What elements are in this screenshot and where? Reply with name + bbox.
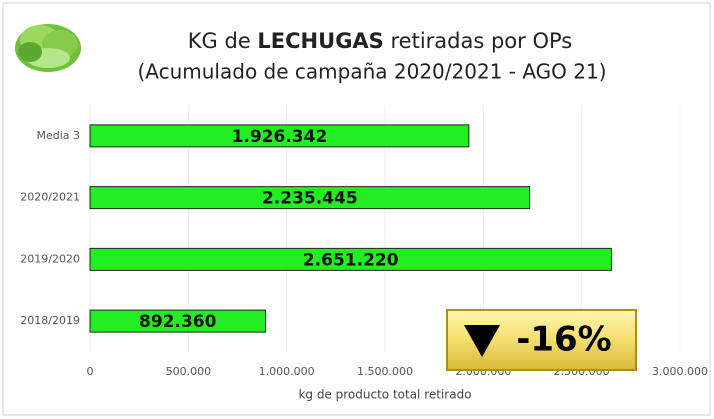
x-axis-title: kg de producto total retirado (298, 388, 471, 402)
y-tick-label: 2018/2019 (20, 314, 80, 327)
x-tick-label: 1.500.000 (357, 365, 413, 378)
y-tick-label: Media 3 (36, 129, 80, 142)
x-tick-label: 0 (87, 365, 94, 378)
lettuce-icon (15, 24, 81, 72)
y-tick-label: 2019/2020 (20, 252, 80, 265)
title-part: retiradas por OPs (384, 29, 572, 53)
title-part: KG de (188, 29, 258, 53)
title-part: LECHUGAS (257, 29, 383, 53)
data-label: 1.926.342 (232, 127, 328, 147)
y-tick-label: 2020/2021 (20, 191, 80, 204)
x-tick-label: 500.000 (166, 365, 212, 378)
chart-title: KG de LECHUGAS retiradas por OPs (188, 29, 572, 53)
data-label: 2.651.220 (303, 250, 399, 270)
data-label: 892.360 (139, 312, 217, 332)
x-tick-label: 1.000.000 (259, 365, 315, 378)
x-tick-label: 3.000.000 (652, 365, 708, 378)
data-label: 2.235.445 (262, 189, 358, 209)
change-badge: -16% (447, 310, 636, 370)
annotation: -16% (516, 320, 612, 360)
chart: KG de LECHUGAS retiradas por OPs (Acumul… (0, 0, 714, 419)
chart-subtitle: (Acumulado de campaña 2020/2021 - AGO 21… (137, 60, 606, 84)
